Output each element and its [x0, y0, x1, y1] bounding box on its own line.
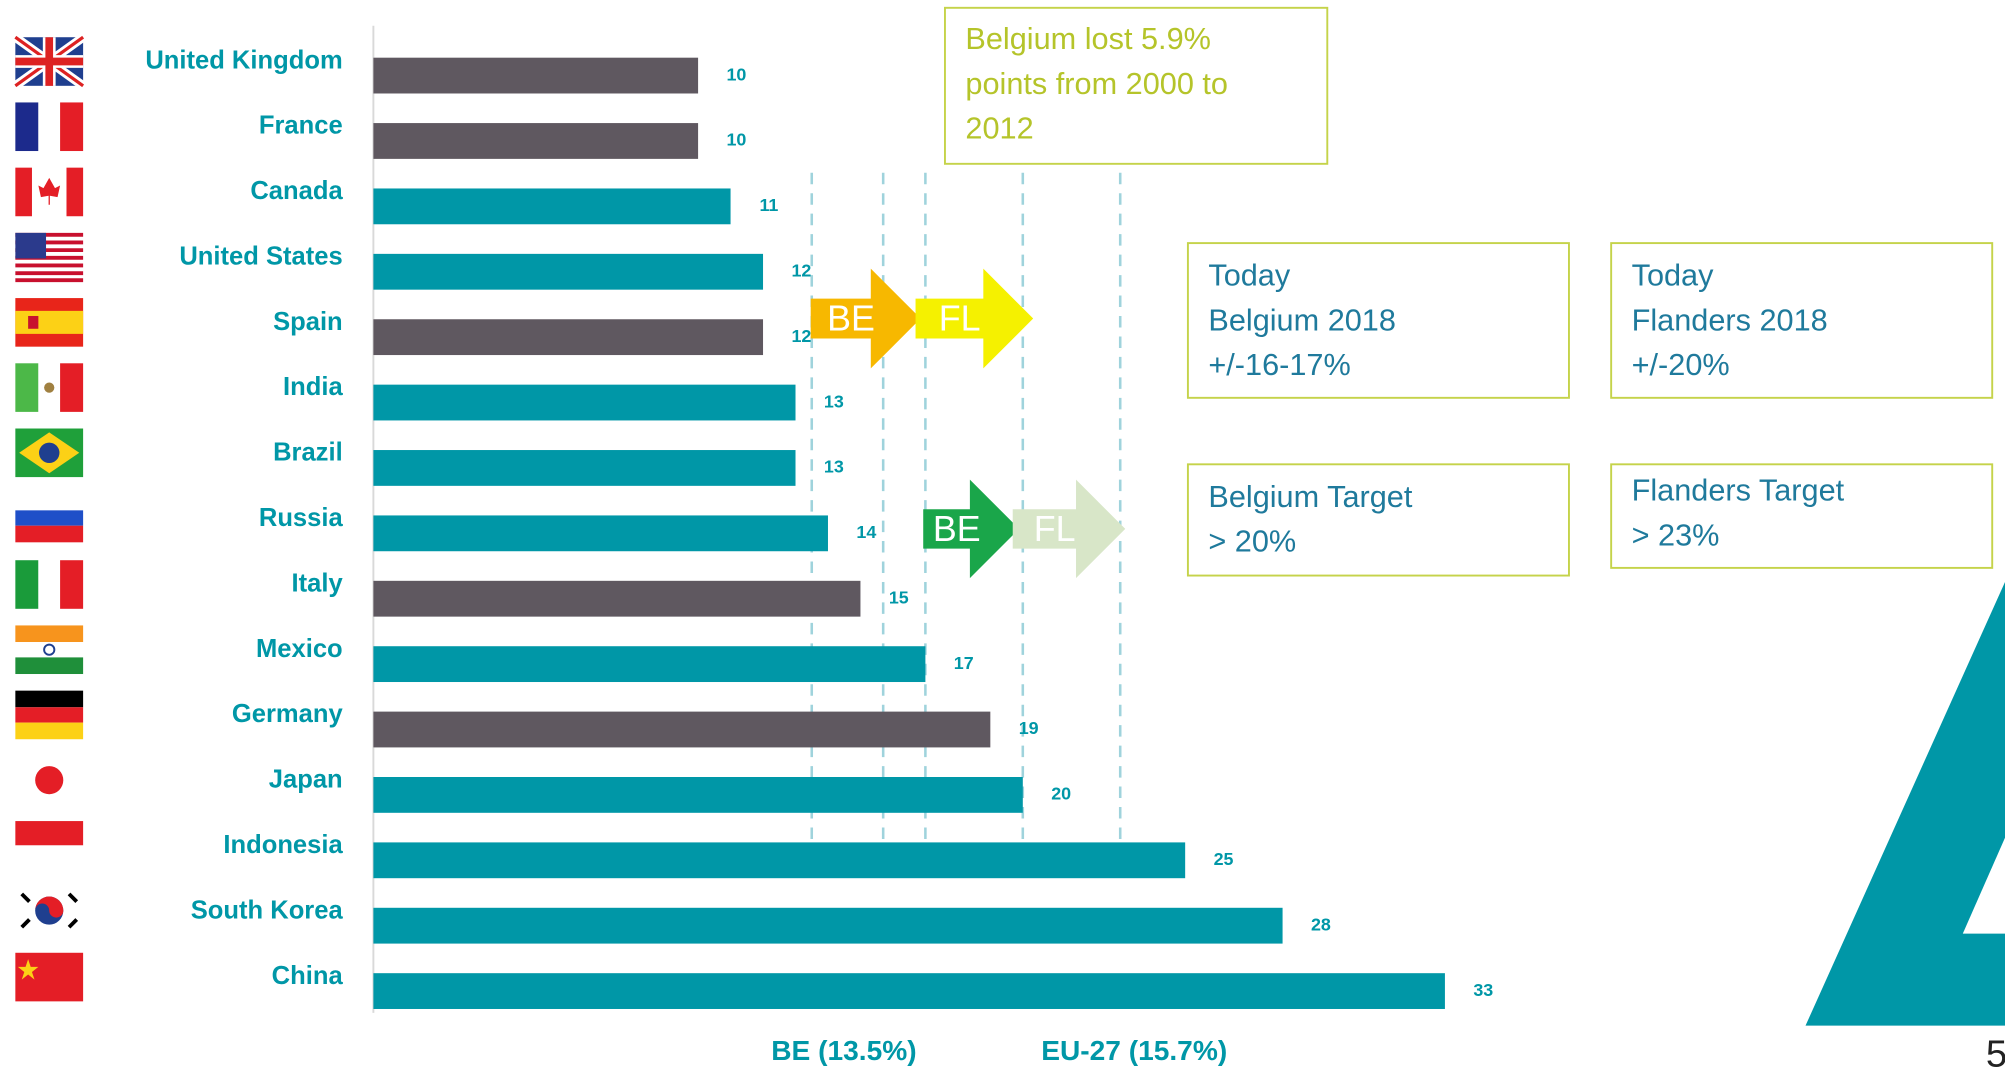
- category-label: Italy: [292, 569, 344, 597]
- annotation-text: Belgium lost 5.9%: [965, 21, 1211, 56]
- category-label: South Korea: [191, 896, 344, 924]
- value-label: 25: [1214, 849, 1234, 869]
- bar: [373, 842, 1186, 879]
- annotation-text: +/-20%: [1632, 347, 1730, 382]
- category-label: United States: [179, 242, 342, 270]
- category-label: Indonesia: [223, 831, 343, 859]
- value-label: 28: [1311, 914, 1331, 934]
- annotation-box: [943, 6, 1329, 165]
- bar: [373, 319, 764, 356]
- arrow-label: BE: [827, 299, 875, 339]
- value-label: 20: [1051, 784, 1071, 804]
- annotation-text: Flanders Target: [1632, 473, 1845, 508]
- category-label: China: [272, 962, 344, 990]
- page-number: 5: [1986, 1032, 2005, 1068]
- bar: [373, 580, 861, 617]
- footer-label: BE (13.5%): [771, 1035, 916, 1066]
- category-label: France: [259, 112, 343, 140]
- bar: [373, 907, 1283, 944]
- value-label: 11: [759, 195, 778, 215]
- annotation-text: Today: [1208, 258, 1291, 293]
- bar: [373, 711, 991, 748]
- value-label: 12: [791, 326, 811, 346]
- arrow: [915, 268, 1034, 369]
- bar: [373, 515, 828, 552]
- bar: [373, 57, 699, 94]
- bar: [373, 123, 699, 159]
- annotation-box: [1186, 463, 1570, 577]
- arrow-label: FL: [939, 299, 981, 339]
- category-label: Brazil: [273, 439, 343, 467]
- arrow: [923, 479, 1020, 579]
- annotation-box: [1610, 463, 1994, 569]
- annotation-text: Belgium 2018: [1208, 302, 1396, 337]
- annotation-box: [1186, 242, 1570, 399]
- bar: [373, 188, 731, 225]
- category-label: Canada: [250, 177, 343, 205]
- annotation-text: Belgium Target: [1208, 479, 1413, 514]
- category-label: Russia: [259, 504, 344, 532]
- value-label: 15: [889, 587, 909, 607]
- annotation-text: > 20%: [1208, 524, 1296, 559]
- category-label: Mexico: [256, 635, 343, 663]
- value-label: 10: [726, 130, 746, 150]
- value-label: 13: [824, 391, 844, 411]
- arrow: [1012, 479, 1126, 579]
- annotation-text: > 23%: [1632, 517, 1720, 552]
- bar: [373, 646, 926, 683]
- value-label: 17: [954, 653, 974, 673]
- value-label: 19: [1019, 718, 1039, 738]
- category-label: United Kingdom: [145, 46, 342, 74]
- arrow-label: FL: [1034, 509, 1076, 549]
- category-label: Spain: [273, 308, 343, 336]
- category-label: Germany: [232, 700, 344, 728]
- value-label: 14: [856, 522, 876, 542]
- bar: [373, 777, 1023, 813]
- decor-triangle: [1805, 581, 2005, 1026]
- footer-label: EU-27 (15.7%): [1041, 1035, 1227, 1066]
- annotation-text: 2012: [965, 111, 1033, 146]
- value-label: 10: [726, 64, 746, 84]
- annotation-text: +/-16-17%: [1208, 347, 1350, 382]
- annotation-box: [1610, 242, 1994, 399]
- flags: [12, 33, 86, 1002]
- value-label: 13: [824, 457, 844, 477]
- bar: [373, 973, 1445, 1009]
- annotation-text: points from 2000 to: [965, 66, 1228, 101]
- bar: [373, 450, 796, 486]
- decor-cut: [1962, 837, 2005, 934]
- value-label: 33: [1473, 980, 1493, 1000]
- category-label: India: [283, 373, 343, 401]
- arrow: [810, 268, 921, 369]
- value-label: 12: [791, 260, 811, 280]
- bar: [373, 384, 796, 421]
- annotation-text: Today: [1632, 258, 1715, 293]
- bar: [373, 253, 764, 290]
- annotation-text: Flanders 2018: [1632, 302, 1828, 337]
- arrow-label: BE: [933, 509, 981, 549]
- category-label: Japan: [269, 766, 343, 794]
